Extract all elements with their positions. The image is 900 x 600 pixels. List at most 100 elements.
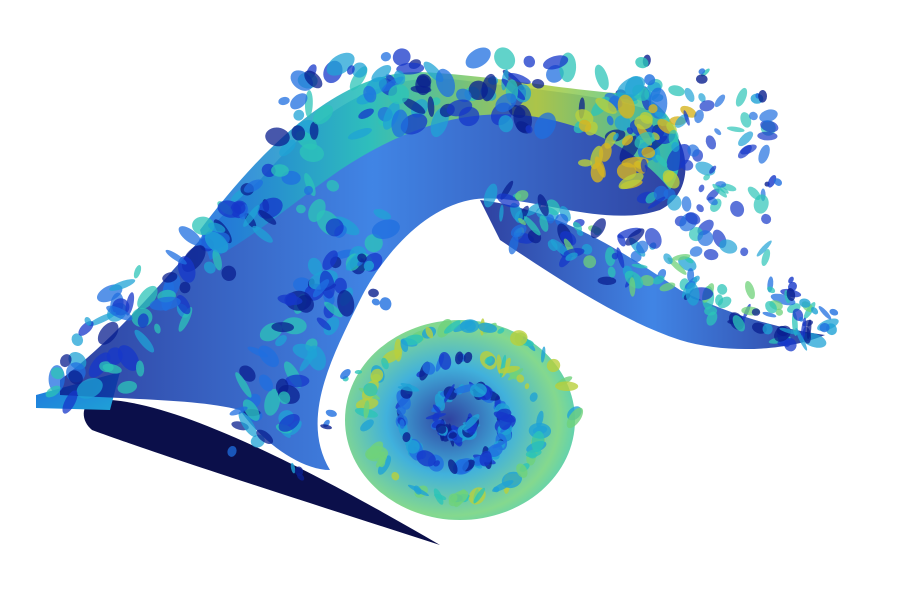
vortex-blob xyxy=(697,230,714,246)
vortex-blob xyxy=(573,221,582,232)
vortex-blob xyxy=(693,275,700,283)
vortex-blob xyxy=(347,127,372,140)
vortex-blob xyxy=(438,351,452,370)
upper-sheet-core xyxy=(60,78,686,470)
vortex-blob xyxy=(370,368,384,383)
vortex-blob xyxy=(275,335,287,347)
vortex-blob xyxy=(537,194,549,217)
vortex-blob xyxy=(62,390,78,414)
vortex-blob xyxy=(261,163,276,178)
vortex-blob xyxy=(555,213,569,227)
vortex-blob xyxy=(641,146,656,159)
vortex-blob xyxy=(667,194,682,211)
vortex-blob xyxy=(726,126,745,133)
vortex-blob xyxy=(60,354,72,368)
vortex-blob xyxy=(518,217,526,226)
vortex-blob xyxy=(290,462,296,474)
vortex-blob xyxy=(391,109,409,138)
vortex-blob xyxy=(135,360,145,377)
vortex-blob xyxy=(497,328,505,334)
vortex-blob xyxy=(256,429,274,445)
vortex-blob xyxy=(594,64,609,91)
vortex-blob xyxy=(416,450,436,467)
vortex-blob xyxy=(590,218,606,239)
vortex-blob xyxy=(265,127,290,147)
vortex-blob xyxy=(243,204,260,227)
vortex-blob xyxy=(307,257,323,276)
vortex-blob xyxy=(478,322,497,333)
vortex-blob xyxy=(719,239,738,254)
vortex-blob xyxy=(363,260,375,272)
vortex-blob xyxy=(555,381,579,392)
vortex-blob xyxy=(462,414,480,431)
vortex-blob xyxy=(337,289,355,317)
vortex-blob xyxy=(524,383,530,390)
vortex-blob xyxy=(435,68,455,98)
vortex-blob xyxy=(510,330,528,346)
vortex-blob xyxy=(756,240,772,257)
vortex-blob xyxy=(403,334,424,346)
vortex-blob xyxy=(325,218,344,237)
vortex-blob xyxy=(760,120,779,133)
vortex-blob xyxy=(137,313,149,328)
vortex-blob xyxy=(625,228,645,246)
vortex-blob xyxy=(465,47,491,69)
vortex-blob xyxy=(217,200,242,218)
vortex-blob xyxy=(576,229,584,236)
vortex-blob xyxy=(443,320,461,334)
vortex-blob xyxy=(545,199,561,216)
vortex-blob xyxy=(605,247,616,267)
vortex-blob xyxy=(819,322,830,333)
vortex-blob xyxy=(396,406,406,416)
vortex-blob xyxy=(371,298,381,306)
vortex-blob xyxy=(324,301,343,318)
vortex-blob xyxy=(775,308,783,316)
vortex-blob xyxy=(698,68,706,75)
vortex-blob xyxy=(278,391,291,405)
vortex-blob xyxy=(810,306,819,315)
vortex-blob xyxy=(296,204,306,214)
vortex-blob xyxy=(334,277,347,294)
vortex-blob xyxy=(634,114,653,130)
vortex-blob xyxy=(340,369,351,380)
vortex-blob xyxy=(523,216,541,236)
vortex-blob xyxy=(458,106,480,127)
vortex-blob xyxy=(644,74,656,86)
vortex-blob xyxy=(323,316,340,336)
vortex-blob xyxy=(689,246,703,257)
vortex-blob xyxy=(88,312,117,327)
vortex-blob xyxy=(634,131,655,149)
vortex-blob xyxy=(706,311,718,326)
vortex-blob xyxy=(458,459,469,473)
vortex-blob xyxy=(758,144,770,164)
vortex-blob xyxy=(463,351,473,364)
vortex-blob xyxy=(239,365,256,382)
vortex-blob xyxy=(312,279,330,298)
vortex-blob xyxy=(312,104,334,125)
vortex-blob xyxy=(696,204,704,213)
vortex-blob xyxy=(221,265,237,281)
vortex-blob xyxy=(179,281,191,294)
airfoil-body xyxy=(83,399,440,545)
vortex-blob xyxy=(598,142,612,162)
vortex-blob xyxy=(293,109,305,121)
vortex-blob xyxy=(761,213,772,225)
vortex-blob xyxy=(299,348,317,372)
vortex-blob xyxy=(45,385,61,398)
vortex-blob xyxy=(316,317,332,331)
vortex-blob xyxy=(484,356,493,365)
vortex-blob xyxy=(525,203,541,216)
vortex-blob xyxy=(106,305,133,321)
vortex-blob xyxy=(455,351,464,365)
vortex-blob xyxy=(648,104,658,114)
vortex-blob xyxy=(294,466,304,477)
vortex-blob xyxy=(443,384,455,404)
vortex-blob xyxy=(354,369,363,375)
vortex-blob xyxy=(740,112,752,128)
vortex-blob xyxy=(360,419,374,432)
vortex-blob xyxy=(730,200,745,217)
vortex-blob xyxy=(363,382,378,397)
vortex-blob xyxy=(366,441,384,460)
vortex-blob xyxy=(565,252,578,261)
vortex-blob xyxy=(264,388,281,416)
